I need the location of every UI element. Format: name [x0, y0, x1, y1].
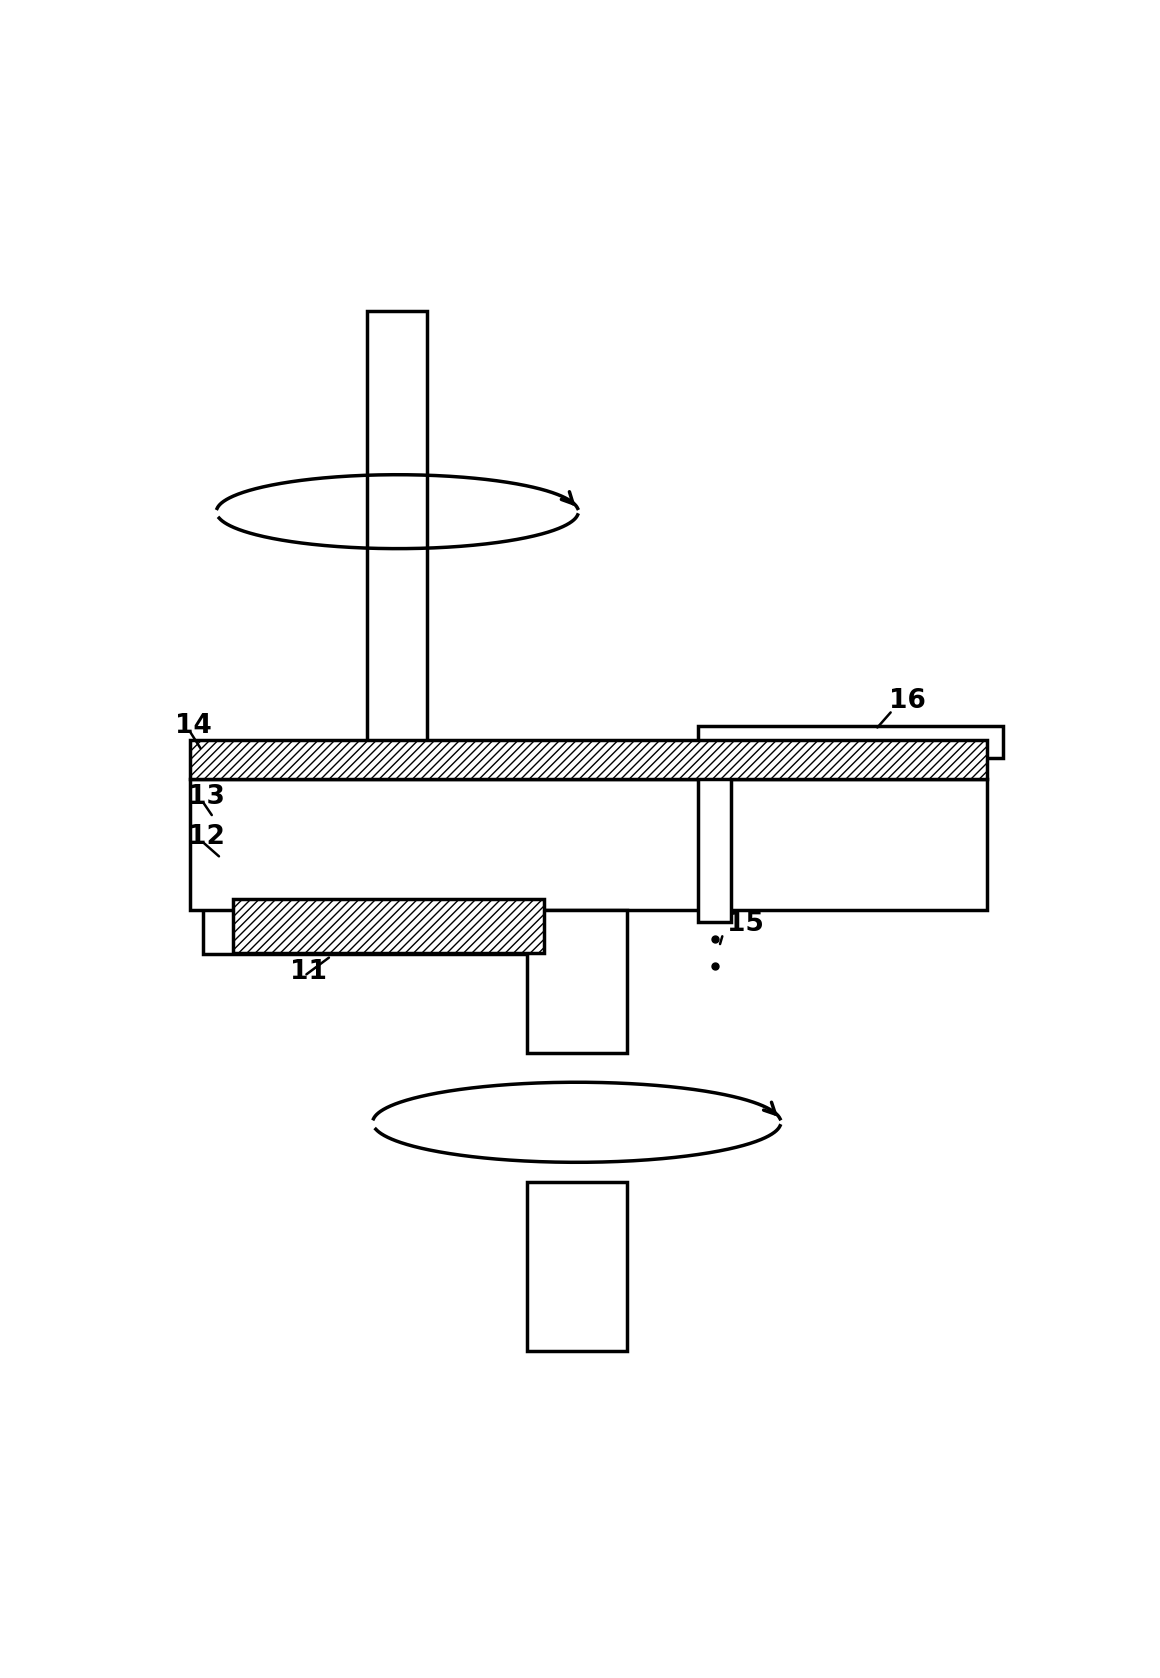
Bar [698, 725, 1002, 758]
Bar [190, 740, 987, 779]
Text: 16: 16 [889, 688, 926, 715]
Text: 14: 14 [175, 713, 211, 738]
Bar [527, 909, 626, 1054]
Bar [233, 899, 544, 953]
Bar [203, 836, 587, 955]
Text: 15: 15 [727, 911, 763, 938]
Text: 13: 13 [188, 784, 225, 810]
Bar [527, 1181, 626, 1351]
Bar [698, 758, 731, 923]
Bar [368, 312, 427, 836]
Text: 12: 12 [188, 824, 225, 851]
Text: 11: 11 [290, 960, 327, 985]
Bar [190, 779, 987, 909]
